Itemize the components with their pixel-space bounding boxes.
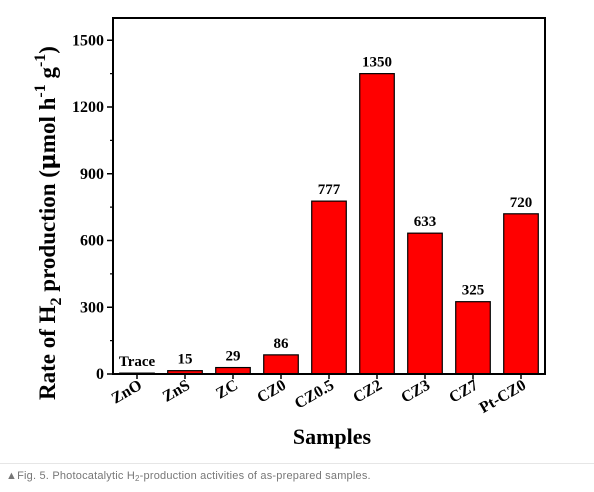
x-axis-title: Samples xyxy=(293,424,372,449)
value-label: 86 xyxy=(274,336,290,352)
caption-triangle-icon: ▲ xyxy=(6,470,18,482)
figure-caption: ▲Fig. 5. Photocatalytic H2-production ac… xyxy=(6,470,371,483)
value-label: Trace xyxy=(119,354,156,370)
value-label: 633 xyxy=(414,214,437,230)
y-tick-label: 0 xyxy=(96,366,104,383)
x-tick-label: ZnO xyxy=(109,377,145,408)
bar-pt-cz0 xyxy=(503,213,539,375)
x-tick-label: ZnS xyxy=(160,377,193,406)
value-label: 29 xyxy=(226,349,241,365)
y-axis-ticks: 0 300 600 900 1200 1500 xyxy=(72,32,113,383)
x-tick-label: ZC xyxy=(213,377,241,403)
x-tick-label: CZ0.5 xyxy=(292,377,337,413)
bars-group xyxy=(119,73,539,375)
x-tick-label: CZ0 xyxy=(254,377,289,407)
y-tick-label: 900 xyxy=(80,166,104,183)
bar-cz7 xyxy=(455,301,491,375)
caption-divider xyxy=(0,463,594,464)
value-labels-group: Trace 15 29 86 777 1350 633 325 720 xyxy=(119,55,532,370)
value-label: 777 xyxy=(318,182,341,198)
chart-container: Trace 15 29 86 777 1350 633 325 720 0 300 600 900 12… xyxy=(32,17,546,449)
x-tick-label: CZ3 xyxy=(398,377,433,407)
bar-cz0 xyxy=(263,354,299,375)
bar-cz2 xyxy=(359,73,395,375)
y-tick-label: 1200 xyxy=(72,99,104,116)
y-axis-title: Rate of H2 production (μmol h-1 g-1) xyxy=(32,46,65,400)
y-tick-label: 300 xyxy=(80,299,104,316)
y-tick-label: 600 xyxy=(80,233,104,250)
bar-cz0-5 xyxy=(311,200,347,375)
x-tick-label: Pt-CZ0 xyxy=(477,377,529,417)
y-tick-label: 1500 xyxy=(72,32,104,49)
x-tick-label: CZ2 xyxy=(350,377,385,407)
value-label: 1350 xyxy=(362,55,392,71)
bar-cz3 xyxy=(407,232,443,375)
plot-frame xyxy=(112,17,546,375)
value-label: 325 xyxy=(462,283,485,299)
bar-chart: Trace 15 29 86 777 1350 633 325 720 0 300 600 900 12… xyxy=(32,17,546,449)
value-label: 15 xyxy=(178,352,193,368)
value-label: 720 xyxy=(510,195,533,211)
